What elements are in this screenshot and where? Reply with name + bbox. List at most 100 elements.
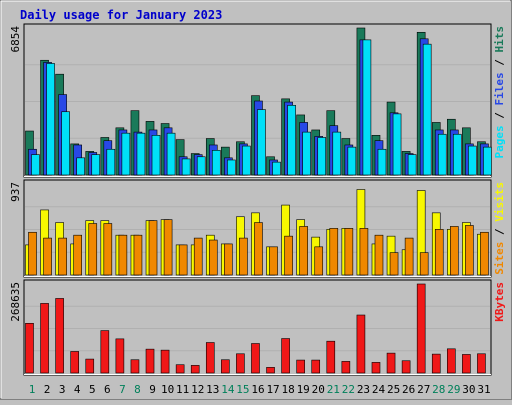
legend-separator: / — [493, 222, 506, 242]
bar-sites-day-6 — [103, 223, 113, 276]
day-label-19: 19 — [297, 383, 310, 396]
day-label-9: 9 — [149, 383, 156, 396]
day-label-14: 14 — [221, 383, 235, 396]
bar-sites-day-8 — [133, 234, 143, 276]
day-label-12: 12 — [191, 383, 204, 396]
legend-hits: Hits — [493, 26, 506, 53]
bar-pages-day-19 — [302, 131, 311, 176]
bar-sites-day-5 — [88, 223, 98, 276]
day-label-26: 26 — [402, 383, 415, 396]
bar-kbytes-day-19 — [296, 359, 305, 374]
day-label-25: 25 — [387, 383, 400, 396]
bar-sites-day-30 — [465, 225, 474, 276]
bar-sites-day-2 — [43, 237, 52, 276]
bar-pages-day-6 — [106, 148, 116, 176]
bar-pages-day-8 — [136, 132, 146, 176]
day-label-30: 30 — [462, 383, 475, 396]
bar-sites-day-20 — [314, 246, 324, 276]
panel-kbytes: 268635 KBytes — [9, 279, 506, 376]
day-label-5: 5 — [89, 383, 96, 396]
bar-sites-day-15 — [239, 237, 248, 276]
legend-kbytes: KBytes — [493, 282, 506, 322]
bar-kbytes-day-26 — [401, 360, 411, 374]
legend-files: Files — [493, 72, 506, 105]
day-label-28: 28 — [432, 383, 445, 396]
bar-kbytes-day-3 — [55, 298, 64, 374]
bar-sites-day-13 — [208, 239, 218, 276]
day-label-2: 2 — [44, 383, 51, 396]
bar-sites-day-16 — [254, 222, 263, 276]
bar-kbytes-day-30 — [462, 354, 471, 374]
bar-sites-day-10 — [163, 219, 173, 276]
bar-pages-day-21 — [332, 131, 342, 176]
bar-pages-day-7 — [121, 132, 131, 176]
day-label-11: 11 — [176, 383, 189, 396]
bar-sites-day-3 — [58, 237, 67, 276]
bar-sites-day-23 — [359, 228, 369, 276]
y-max-label: 937 — [9, 182, 22, 202]
day-label-22: 22 — [342, 383, 355, 396]
bar-sites-day-14 — [224, 243, 233, 276]
day-label-29: 29 — [447, 383, 460, 396]
bar-kbytes-day-6 — [100, 330, 110, 374]
bar-pages-day-12 — [196, 156, 206, 176]
day-label-20: 20 — [312, 383, 325, 396]
bar-pages-day-10 — [166, 132, 176, 176]
bar-pages-day-29 — [453, 133, 462, 176]
bar-pages-day-25 — [392, 113, 402, 176]
bar-kbytes-day-12 — [190, 365, 200, 374]
bar-pages-day-17 — [272, 161, 281, 176]
day-label-8: 8 — [134, 383, 141, 396]
day-label-18: 18 — [282, 383, 295, 396]
bar-kbytes-day-9 — [145, 348, 155, 374]
legend-visits: Visits — [493, 182, 506, 222]
bar-kbytes-day-23 — [356, 314, 366, 374]
bar-sites-day-1 — [28, 231, 37, 276]
bar-sites-day-7 — [118, 234, 128, 276]
bar-kbytes-day-7 — [115, 338, 125, 374]
legend-sites: Sites — [493, 242, 506, 275]
bar-pages-day-16 — [257, 109, 266, 176]
day-label-15: 15 — [236, 383, 249, 396]
day-label-7: 7 — [119, 383, 126, 396]
bar-kbytes-day-4 — [70, 351, 79, 374]
bar-pages-day-27 — [422, 43, 432, 176]
bar-pages-day-11 — [181, 158, 191, 176]
day-label-3: 3 — [59, 383, 66, 396]
day-label-27: 27 — [417, 383, 430, 396]
bar-sites-day-9 — [148, 220, 158, 276]
bar-pages-day-30 — [468, 145, 477, 176]
day-label-17: 17 — [266, 383, 279, 396]
legend-separator: / — [493, 53, 506, 73]
legend-separator: / — [493, 106, 506, 126]
bar-pages-day-26 — [407, 154, 417, 176]
bar-kbytes-day-28 — [431, 353, 441, 374]
bar-sites-day-26 — [404, 237, 414, 276]
bar-sites-day-4 — [73, 234, 82, 276]
bar-sites-day-11 — [178, 244, 188, 276]
bar-sites-day-22 — [344, 228, 354, 276]
bar-kbytes-day-15 — [236, 353, 245, 374]
bar-kbytes-day-10 — [160, 349, 170, 374]
bar-sites-day-29 — [450, 226, 459, 276]
bar-kbytes-day-17 — [266, 367, 275, 374]
bar-kbytes-day-14 — [221, 359, 230, 374]
day-labels: 1 2 3 4 5 6 7 8 9 10 11 12 13 14 15 16 17 18 19 20 21 22 23 24 2… — [29, 383, 491, 396]
panel-visits-sites: 937 Sites / Visits — [9, 179, 506, 278]
day-label-10: 10 — [161, 383, 174, 396]
day-label-6: 6 — [104, 383, 111, 396]
bar-sites-day-19 — [299, 226, 308, 276]
panel-legend: Sites / Visits — [493, 182, 506, 275]
bar-sites-day-25 — [389, 252, 399, 276]
bar-pages-day-20 — [317, 137, 327, 176]
day-label-23: 23 — [357, 383, 370, 396]
chart-title: Daily usage for January 2023 — [20, 8, 222, 22]
day-label-1: 1 — [29, 383, 36, 396]
bar-kbytes-day-20 — [311, 359, 321, 374]
bar-kbytes-day-22 — [341, 361, 351, 374]
bar-sites-day-27 — [419, 252, 429, 276]
y-max-label: 268635 — [9, 282, 22, 322]
bar-sites-day-24 — [374, 234, 384, 276]
